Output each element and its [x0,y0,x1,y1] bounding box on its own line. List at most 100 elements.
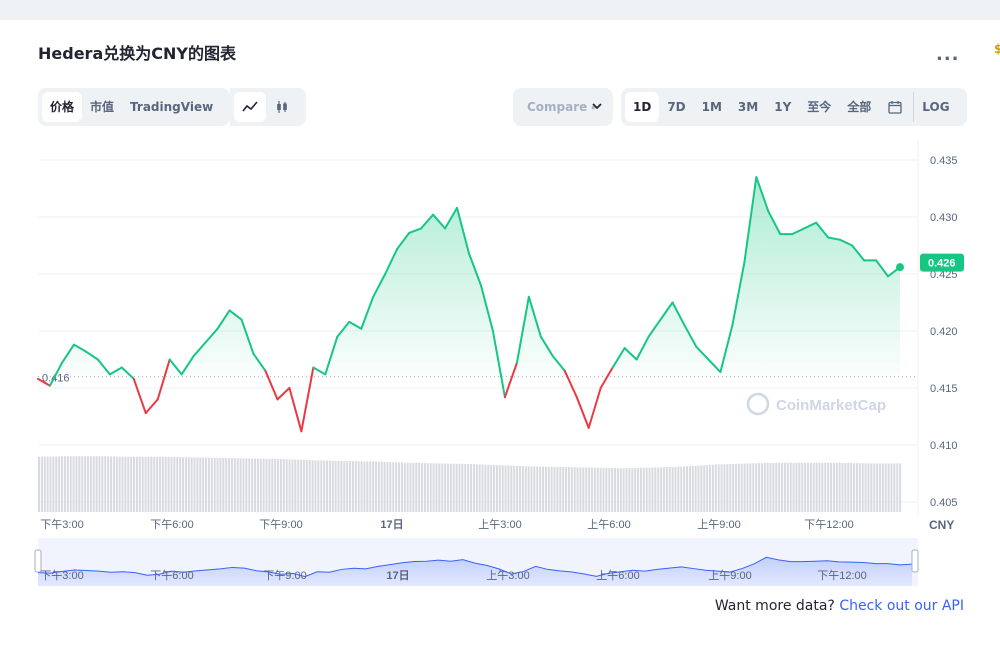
volume-bar [588,467,591,512]
volume-bar [729,464,732,512]
price-line-segment [48,361,63,387]
current-price-label: 0.426 [928,258,956,270]
range-7d[interactable]: 7D [667,100,686,114]
volume-bar [294,459,297,512]
tab-tradingview[interactable]: TradingView [130,100,214,114]
volume-bar [660,467,663,512]
volume-bar [363,461,366,512]
y-tick-label: 0.420 [930,326,958,338]
volume-bar [631,468,634,512]
x-tick-label: 下午6:00 [150,518,193,531]
volume-bar [78,456,81,512]
volume-bar [216,457,219,512]
volume-bar [853,463,856,512]
volume-bar [444,463,447,512]
chart-title: Hedera兑换为CNY的图表 [38,44,236,63]
range-ytd[interactable]: 至今 [807,100,832,114]
range-all[interactable]: 全部 [847,100,872,114]
y-tick-label: 0.435 [930,155,958,167]
volume-bar [199,457,202,512]
y-tick-label: 0.415 [930,383,958,395]
volume-bar [461,463,464,512]
range-1d[interactable]: 1D [625,92,660,122]
volume-bar [798,462,801,512]
volume-bar [487,464,490,512]
volume-bar [501,465,504,512]
range-1y[interactable]: 1Y [774,100,792,114]
volume-bar [688,466,691,512]
price-line-segment [324,335,339,376]
price-area-fill [38,177,900,377]
volume-bar [786,462,789,512]
volume-bar [354,461,357,512]
volume-bar [193,457,196,512]
volume-bar [544,466,547,512]
price-line-segment [84,350,99,361]
calendar-icon[interactable] [879,92,911,122]
volume-bar [317,460,320,512]
tab-market-cap[interactable]: 市值 [90,100,115,114]
volume-bar [435,463,438,512]
volume-bar [213,457,216,512]
volume-bar [86,456,89,512]
volume-bar [700,465,703,512]
volume-bar [884,463,887,512]
volume-bar [104,456,107,512]
volume-bar [475,464,478,512]
volume-bar [847,462,850,512]
volume-bar [518,465,521,512]
volume-bar [161,456,164,512]
volume-bar [357,461,360,512]
volume-bar [360,461,363,512]
volume-bar [493,464,496,512]
volume-bar [539,466,542,512]
price-line-segment [491,330,506,399]
log-scale-button[interactable]: LOG [913,92,957,122]
volume-bar [115,456,118,512]
volume-bar [222,457,225,512]
volume-bar [176,457,179,512]
volume-bar [81,456,84,512]
volume-bar [46,456,49,512]
candlestick-icon[interactable] [266,92,298,122]
volume-bar [809,462,812,512]
volume-bar [481,464,484,512]
more-options-button[interactable]: ... [936,44,960,65]
volume-bar [49,456,52,512]
volume-bar [772,462,775,512]
tab-price[interactable]: 价格 [42,92,83,122]
api-link[interactable]: Check out our API [839,598,964,614]
volume-bar [605,467,608,512]
volume-bar [98,456,101,512]
watermark: CoinMarketCap [746,392,886,416]
price-line-segment [647,318,662,338]
price-line-segment [527,295,542,338]
price-chart[interactable]: 0.4350.4300.4250.4200.4150.4100.4050.416… [0,140,1000,600]
range-1m[interactable]: 1M [701,100,722,114]
volume-bar [585,467,588,512]
line-chart-icon[interactable] [234,92,266,122]
volume-bar [150,456,153,512]
volume-bar [173,457,176,512]
volume-bar [205,457,208,512]
volume-bar [812,462,815,512]
navigator-tick-label: 上午6:00 [596,569,639,582]
price-line-segment [803,221,818,230]
volume-bar [455,463,458,512]
price-line-segment [623,347,638,361]
volume-bar [248,458,251,512]
volume-bar [265,458,268,512]
volume-bar [52,456,55,512]
price-line-segment [132,377,147,415]
compare-dropdown[interactable]: Compare ⬝ [513,88,613,126]
range-3m[interactable]: 3M [737,100,759,114]
x-tick-label: 上午9:00 [697,518,740,531]
volume-bar [326,460,329,512]
volume-bar [530,466,533,512]
price-line-segment [851,244,866,262]
price-line-segment [659,301,674,321]
volume-bar [723,464,726,512]
volume-bar [75,456,78,512]
volume-bar [167,456,170,512]
volume-bar [827,462,830,512]
